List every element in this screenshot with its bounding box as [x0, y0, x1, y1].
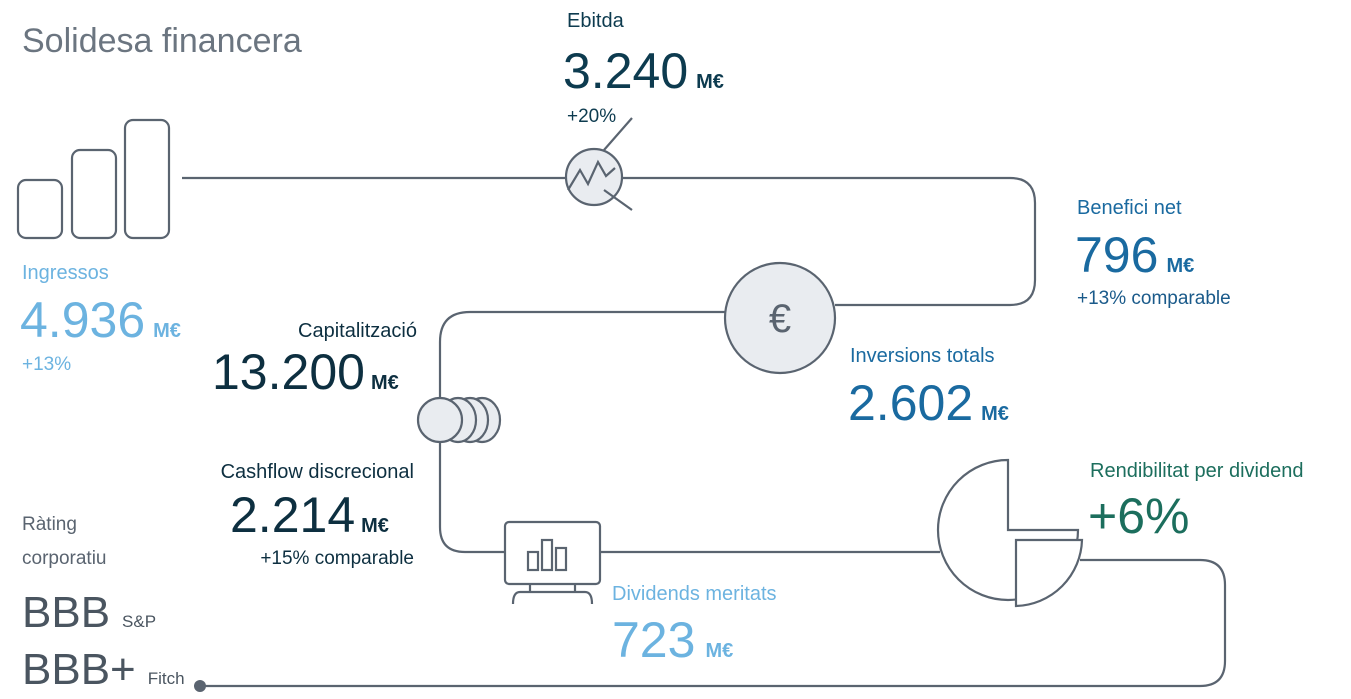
- rating-label: Ràting: [22, 514, 77, 535]
- euro-icon: €: [723, 261, 837, 375]
- unit: M€: [371, 372, 399, 394]
- metric-label: Cashflow discrecional: [221, 461, 414, 483]
- metric-label: Inversions totals: [850, 345, 995, 367]
- unit: M€: [981, 403, 1009, 425]
- value: 4.936: [20, 292, 145, 348]
- line-end-dot: [194, 680, 206, 692]
- value: 3.240: [563, 43, 688, 99]
- metric-label: Ebitda: [567, 10, 625, 32]
- metric-value: 13.200 M€: [212, 344, 399, 400]
- metric-value: 2.214 M€: [230, 487, 389, 543]
- metric-change: +20%: [567, 106, 616, 127]
- grade: BBB+: [22, 645, 136, 694]
- metric-value: 796 M€: [1075, 227, 1194, 283]
- metric-change: +15% comparable: [260, 548, 414, 569]
- unit: M€: [1166, 255, 1194, 277]
- title: Solidesa financera: [22, 22, 302, 60]
- value: 13.200: [212, 344, 365, 400]
- value: 796: [1075, 227, 1158, 283]
- monitor-icon: [503, 520, 602, 605]
- grade: BBB: [22, 588, 110, 637]
- metric-value: 2.602 M€: [848, 375, 1009, 431]
- metric-label: Benefici net: [1077, 197, 1182, 219]
- agency: S&P: [122, 612, 156, 631]
- metric-label: Ingressos: [22, 262, 109, 284]
- ebitda-icon: [564, 117, 633, 211]
- metric-value: 4.936 M€: [20, 292, 181, 348]
- value: 2.602: [848, 375, 973, 431]
- agency: Fitch: [148, 669, 185, 688]
- unit: M€: [705, 640, 733, 662]
- metric-label: Capitalització: [298, 320, 417, 342]
- svg-text:€: €: [769, 297, 791, 341]
- unit: M€: [361, 515, 389, 537]
- unit: M€: [696, 71, 724, 93]
- pie-icon: [936, 458, 1084, 608]
- metric-change: +13% comparable: [1077, 288, 1231, 309]
- bars-icon: [16, 118, 171, 240]
- rating: BBB+ Fitch: [22, 645, 185, 694]
- value: 723: [612, 612, 695, 668]
- metric-value: 3.240 M€: [563, 43, 724, 99]
- flow-line: [182, 176, 1227, 688]
- rating-label: corporatiu: [22, 548, 107, 569]
- metric-label: Rendibilitat per dividend: [1090, 460, 1303, 482]
- metric-change: +13%: [22, 354, 71, 375]
- metric-value: +6%: [1088, 488, 1189, 544]
- metric-value: 723 M€: [612, 612, 733, 668]
- coins-icon: [416, 396, 502, 444]
- rating: BBB S&P: [22, 588, 156, 637]
- unit: M€: [153, 320, 181, 342]
- value: 2.214: [230, 487, 355, 543]
- metric-label: Dividends meritats: [612, 583, 777, 605]
